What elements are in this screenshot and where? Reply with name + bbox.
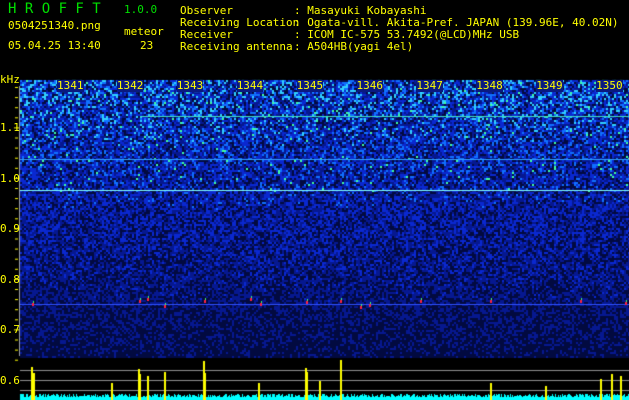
- time-tick-label: 1342: [116, 79, 144, 92]
- info-value-location: : Ogata-vill. Akita-Pref. JAPAN (139.96E…: [294, 16, 619, 29]
- info-label-observer: Observer: [180, 4, 233, 17]
- freq-unit-label: kHz: [0, 73, 20, 86]
- app-version: 1.0.0: [124, 3, 158, 16]
- app-title: H R O F F T: [8, 1, 101, 17]
- info-label-location: Receiving Location: [180, 16, 300, 29]
- time-tick-label: 1347: [416, 79, 443, 92]
- time-tick-label: 1346: [356, 79, 383, 92]
- info-label-receiver: Receiver: [180, 28, 233, 41]
- time-tick-label: 1345: [296, 79, 324, 92]
- info-value-antenna: : A504HB(yagi 4el): [294, 40, 414, 53]
- meteor-label: meteor: [124, 25, 164, 38]
- time-tick-label: 1348: [476, 79, 503, 92]
- time-tick-label: 1341: [57, 79, 84, 92]
- info-value-observer: : Masayuki Kobayashi: [294, 4, 427, 17]
- freq-tick-label: 1.1: [0, 121, 20, 134]
- freq-tick-label: 0.7: [0, 323, 20, 336]
- time-tick-label: 1343: [176, 79, 204, 92]
- info-label-antenna: Receiving antenna: [180, 40, 293, 53]
- freq-tick-label: 0.9: [0, 222, 20, 235]
- freq-tick-label: 0.6: [0, 373, 20, 387]
- time-tick-label: 1349: [536, 79, 563, 92]
- meteor-count: 23: [140, 39, 154, 52]
- file-name: 0504251340.png: [8, 19, 101, 32]
- freq-tick-label: 0.8: [0, 272, 20, 286]
- info-value-receiver: : ICOM IC-575 53.7492(@LCD)MHz USB: [294, 28, 520, 41]
- time-tick-label: 1344: [236, 79, 264, 92]
- time-tick-label: 1350: [596, 79, 623, 92]
- date-time: 05.04.25 13:40: [8, 39, 101, 52]
- freq-tick-label: 1.0: [0, 171, 20, 185]
